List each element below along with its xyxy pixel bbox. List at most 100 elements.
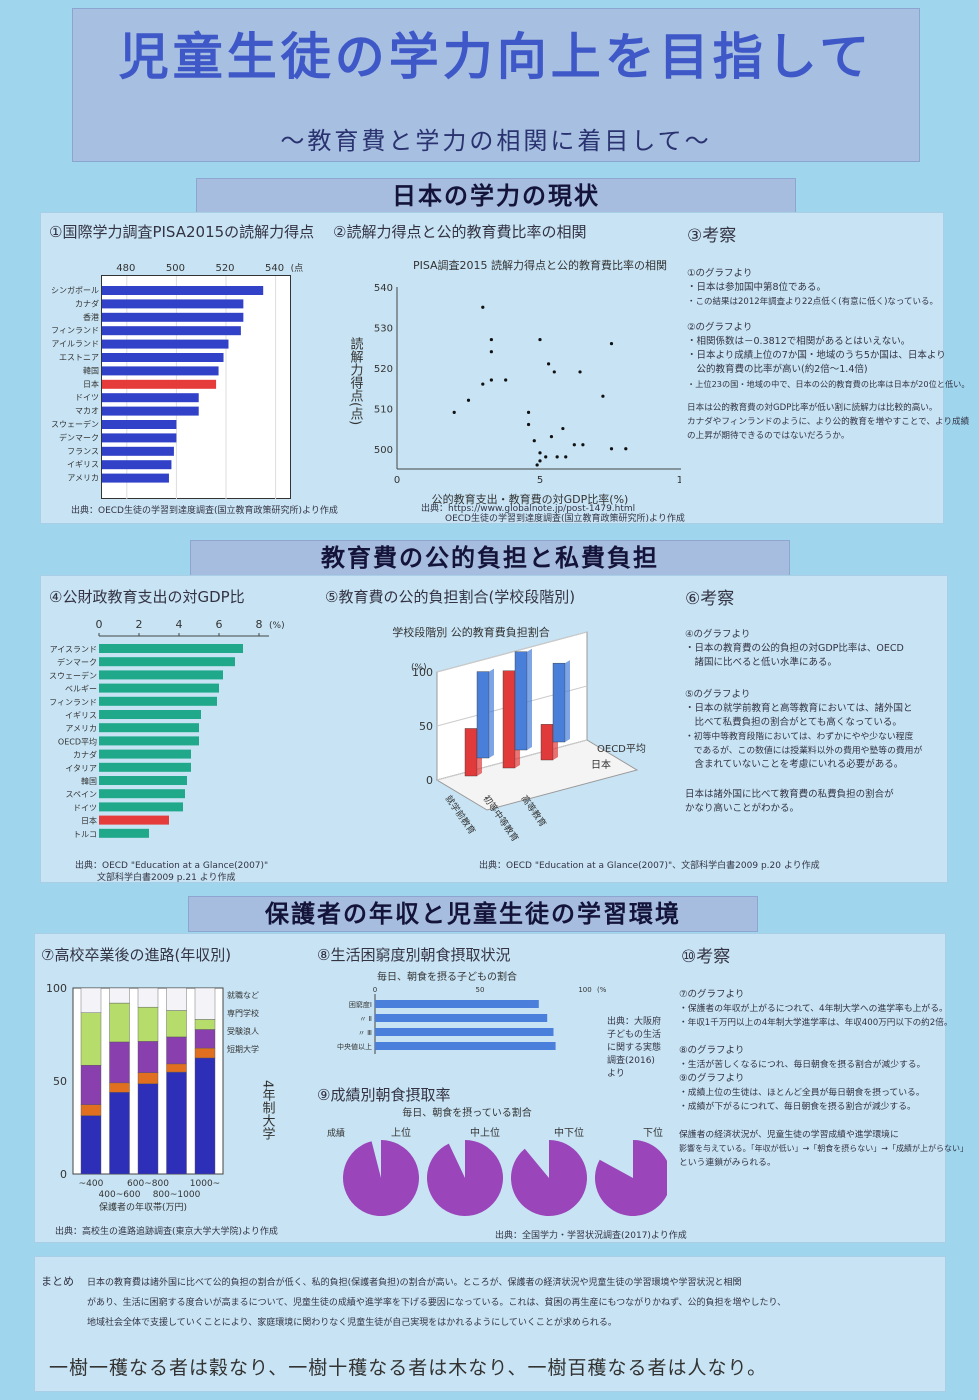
bar-日本-就学前教育 <box>464 728 478 777</box>
tick-label: 540 <box>265 263 284 274</box>
segment-受験浪人 <box>166 987 187 1011</box>
panel-title-1: ①国際学力調査PISA2015の読解力得点 <box>49 223 315 241</box>
source-2a: 出典：https://www.globalnote.jp/post-1479.h… <box>421 504 636 514</box>
source-9: 出典：全国学力・学習状況調査(2017)より作成 <box>495 1231 687 1241</box>
source-7: 出典：高校生の進路追跡調査(東京大学大学院)より作成 <box>55 1227 278 1237</box>
bar-日本 <box>99 815 169 825</box>
bar-韓国 <box>102 366 219 376</box>
category-label: アメリカ <box>67 474 99 483</box>
data-point <box>538 459 542 463</box>
segment-受験浪人 <box>194 987 216 1020</box>
source-2b: OECD生徒の学習到達度調査(国立教育政策研究所)より作成 <box>445 514 685 524</box>
x-axis-label: 公的教育支出・教育費の対GDP比率(%) <box>432 492 629 506</box>
note-line: ・日本の教育費の公的負担の対GDP比率は、OECD <box>685 643 904 654</box>
panel-title-2: ②読解力得点と公的教育費比率の相関 <box>333 223 587 241</box>
panel-title-7: ⑦高校卒業後の進路(年収別) <box>41 946 232 964</box>
x-tick-label: 0 <box>394 475 400 486</box>
data-point <box>609 342 614 346</box>
tick-label: 50 <box>476 986 485 994</box>
data-point <box>555 455 559 459</box>
bar-カナダ <box>102 299 244 309</box>
section-heading-2: 教育費の公的負担と私費負担 <box>190 540 790 576</box>
category-label: 日本 <box>81 816 97 826</box>
summary-line: 日本の教育費は諸外国に比べて公的負担の割合が低く、私的負担(保護者負担)の割合が… <box>87 1278 742 1288</box>
category-label: イタリア <box>65 764 97 773</box>
category-label: OECD平均 <box>58 736 97 746</box>
category-label: 韓国 <box>83 365 99 375</box>
tick-label: 0 <box>96 618 103 631</box>
data-point <box>572 443 576 447</box>
data-point <box>581 443 585 447</box>
data-point <box>561 426 565 431</box>
note-line: ・日本より成績上位の7か国・地域のうち5か国は、日本より <box>687 350 946 361</box>
bar-side <box>527 648 532 750</box>
discussion-3: ①のグラフより ・日本は参加国中第8位である。 ・この結果は2012年調査より2… <box>687 267 970 443</box>
poster-title: 児童生徒の学力向上を目指して <box>118 28 874 86</box>
note-line: 公的教育費の比率が高い(約2倍～1.4倍) <box>687 364 868 375</box>
title-banner: 児童生徒の学力向上を目指して ～教育費と学力の相関に着目して～ <box>72 8 920 162</box>
chart-title: 学校段階別 公的教育費負担割合 <box>392 625 550 639</box>
segment-4年制大学 <box>166 1071 187 1175</box>
category-label: デンマーク <box>59 432 99 442</box>
category-label: フィンランド <box>51 326 99 335</box>
bar-OECD平均-初等中等教育 <box>514 651 528 751</box>
note-line: 諸国に比べると低い水準にある。 <box>685 657 838 668</box>
pie-slice-中上位 <box>427 1140 503 1216</box>
note-conclusion: 日本は公的教育費の対GDP比率が低い割に読解力は比較的高い。 <box>687 403 938 413</box>
poster-subtitle: ～教育費と学力の相関に着目して～ <box>280 127 712 155</box>
data-point <box>466 398 471 402</box>
bar-フィンランド <box>102 326 241 336</box>
bar-日本 <box>102 379 217 389</box>
data-point <box>578 370 582 374</box>
source-4b: 文部科学白書2009 p.21 より作成 <box>97 873 236 883</box>
data-point <box>489 378 493 382</box>
note-line: ・日本の就学前教育と高等教育においては、諸外国と <box>685 703 913 714</box>
note-line: ・この結果は2012年調査より22点低く(有意に低く)なっている。 <box>687 297 938 307</box>
panel-title-8: ⑧生活困窮度別朝食摂取状況 <box>317 946 511 964</box>
pie-slice-中下位 <box>511 1140 587 1216</box>
bar-デンマーク <box>99 657 235 667</box>
bar-side <box>565 660 570 742</box>
category-label: 1000~ <box>190 1179 220 1189</box>
segment-短期大学 <box>109 1082 130 1093</box>
section-heading-1: 日本の学力の現状 <box>196 178 796 214</box>
segment-受験浪人 <box>109 987 130 1004</box>
bar-スペイン <box>99 789 185 799</box>
bar-日本-高等教育 <box>540 724 554 761</box>
axis-label: 成績 <box>327 1127 345 1139</box>
data-point <box>546 362 551 366</box>
data-point <box>549 435 554 439</box>
category-label: 〃 Ⅲ <box>358 1029 372 1037</box>
panel-title-5: ⑤教育費の公的負担割合(学校段階別) <box>325 588 576 606</box>
summary-panel: まとめ 日本の教育費は諸外国に比べて公的負担の割合が低く、私的負担(保護者負担)… <box>34 1256 946 1392</box>
bar-アイルランド <box>102 339 229 349</box>
category-label: ドイツ <box>73 803 97 812</box>
segment-4年制大学 <box>109 1092 130 1175</box>
legend-label: 専門学校 <box>227 1008 259 1018</box>
category-label: イギリス <box>67 460 99 469</box>
segment-専門学校 <box>137 1041 159 1073</box>
category-label: シンガポール <box>51 285 99 295</box>
category-label: 800~1000 <box>153 1190 201 1200</box>
note-line: ・成績が下がるにつれて、毎日朝食を摂る割合が減少する。 <box>679 1102 916 1112</box>
bar-マカオ <box>102 406 199 416</box>
segment-短期大学 <box>137 1072 159 1084</box>
note-heading: ⑤のグラフより <box>685 689 751 700</box>
bar-Ⅲ <box>375 1028 554 1036</box>
summary-line: 地域社会全体で支援していくことにより、家庭環境に関わりなく児童生徒が自己実現をは… <box>87 1318 617 1328</box>
segment-専門学校 <box>80 1064 102 1105</box>
chart-pisa-reading <box>102 276 277 500</box>
tick-label: 8 <box>256 618 263 631</box>
data-point <box>481 305 485 309</box>
segment-就職など <box>109 1002 130 1043</box>
note-conclusion: の上昇が期待できるのではないだろうか。 <box>687 431 850 441</box>
category-label: 韓国 <box>81 776 97 786</box>
legend-label: 就職など <box>227 990 259 1000</box>
y-tick-label: 100 <box>412 666 433 679</box>
bar-エストニア <box>102 353 224 362</box>
note-conclusion: 保護者の経済状況が、児童生徒の学習成績や進学環境に <box>679 1130 899 1140</box>
note-line: ・生活が苦しくなるにつれ、毎日朝食を摂る割合が減少する。 <box>679 1060 926 1070</box>
legend-label: 短期大学 <box>227 1044 259 1054</box>
